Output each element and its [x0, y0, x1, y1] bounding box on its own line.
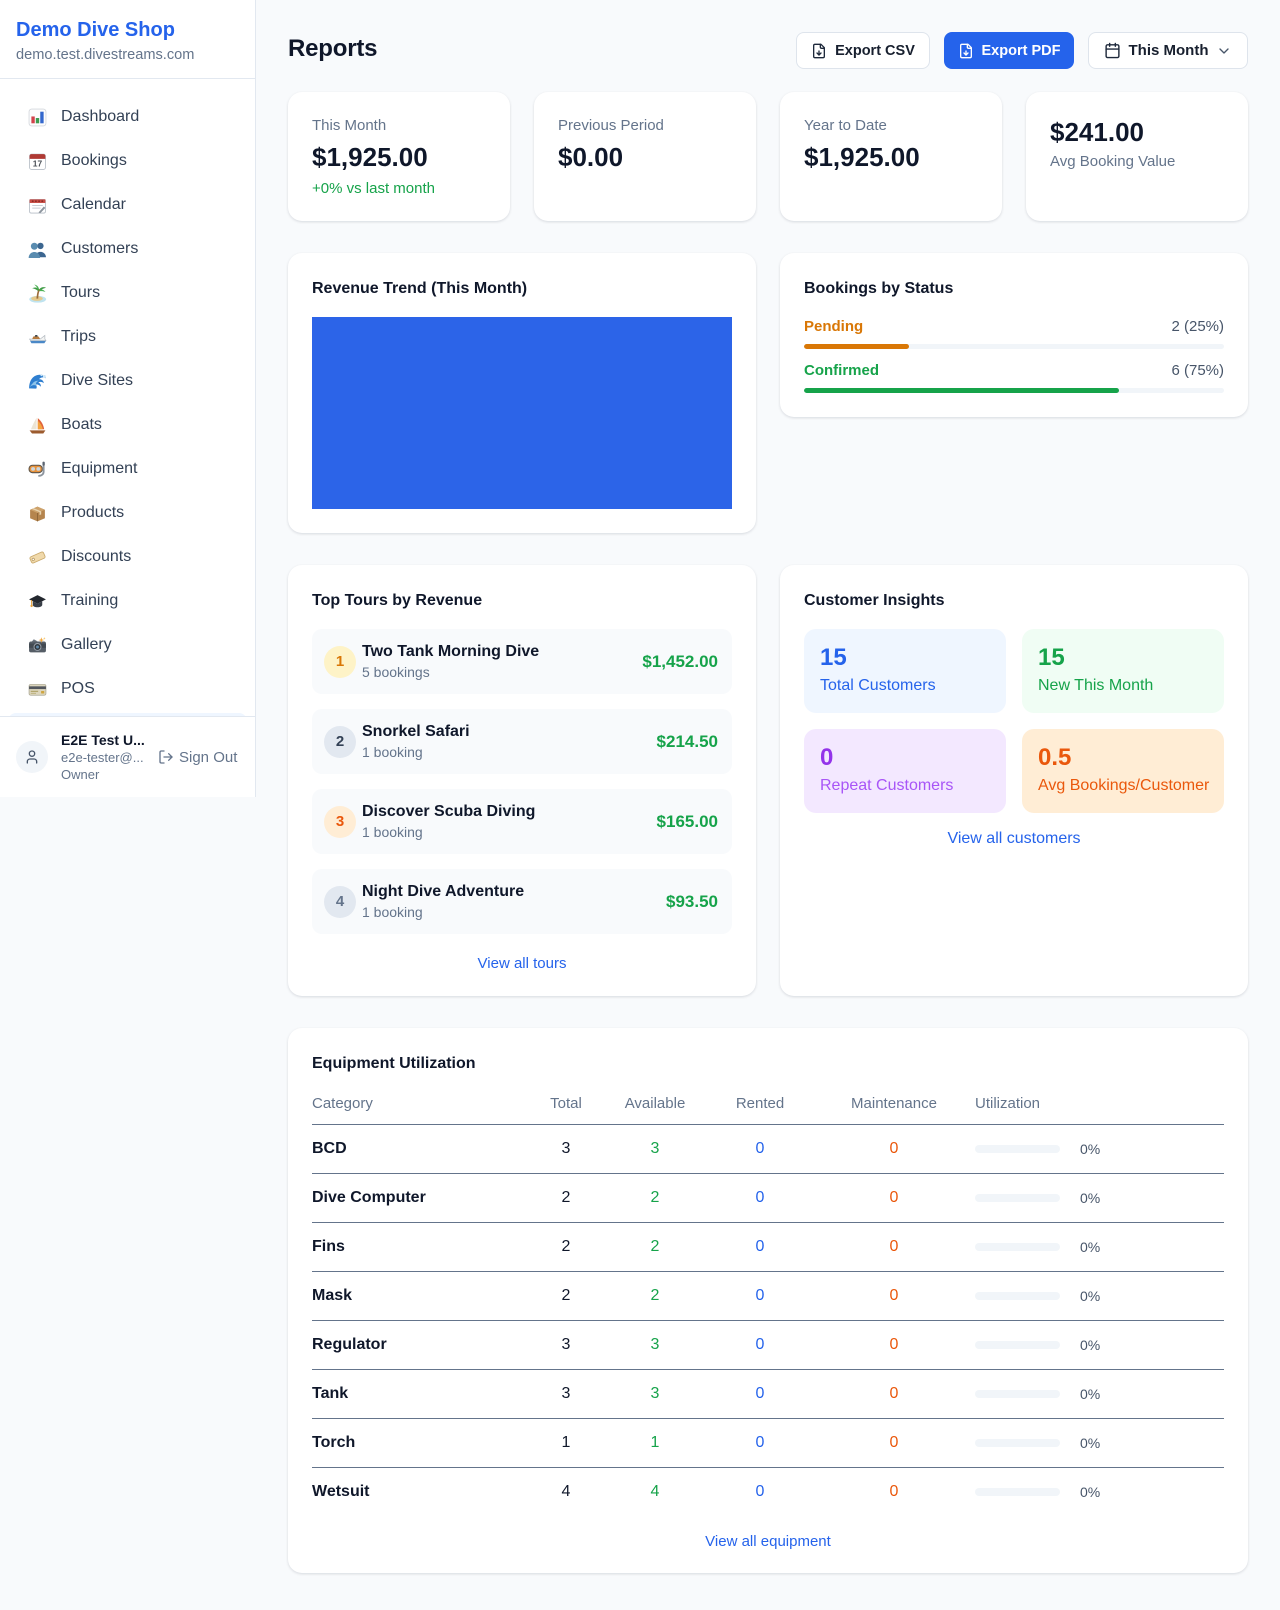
svg-text:17: 17: [33, 158, 43, 168]
